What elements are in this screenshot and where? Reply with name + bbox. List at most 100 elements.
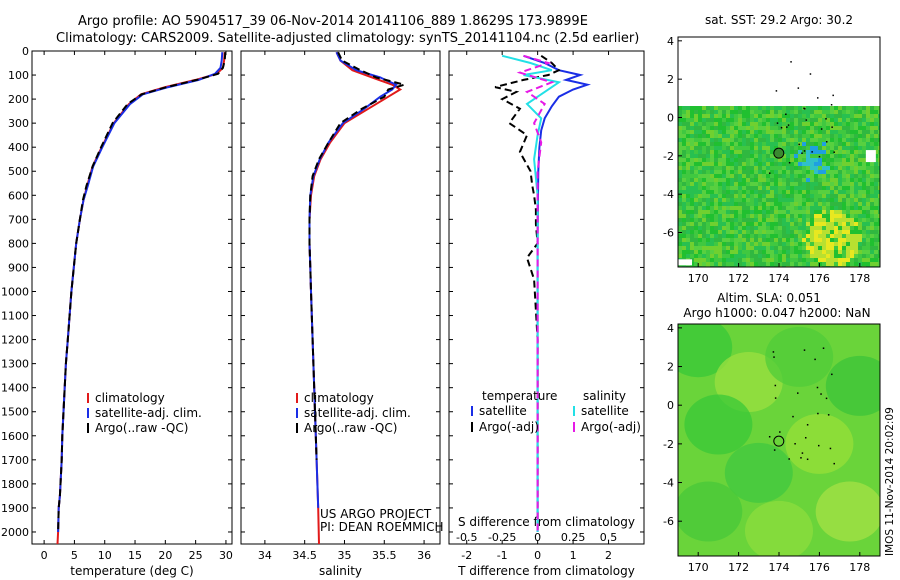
sst-cell xyxy=(714,258,718,262)
sst-cell xyxy=(850,158,854,162)
sst-cell xyxy=(698,126,702,130)
sst-cell xyxy=(838,182,842,186)
sst-cell xyxy=(774,238,778,242)
sst-cell xyxy=(758,158,762,162)
sst-cell xyxy=(830,138,834,142)
sst-cell xyxy=(686,202,690,206)
sst-cell xyxy=(710,110,714,114)
sst-cell xyxy=(686,242,690,246)
sst-cell xyxy=(786,118,790,122)
sst-cell xyxy=(706,258,710,262)
sst-cell xyxy=(714,166,718,170)
sst-cell xyxy=(830,246,834,250)
sst-cell xyxy=(694,150,698,154)
sst-cell xyxy=(706,234,710,238)
sst-cell xyxy=(866,190,870,194)
sst-cell xyxy=(862,242,866,246)
sst-cell xyxy=(794,106,798,110)
sst-cell xyxy=(762,258,766,262)
sst-cell xyxy=(850,226,854,230)
sst-cell xyxy=(766,230,770,234)
title-line2: Climatology: CARS2009. Satellite-adjuste… xyxy=(56,31,639,46)
sst-cell xyxy=(730,178,734,182)
sst-cell xyxy=(826,206,830,210)
island-dot xyxy=(825,118,827,120)
sst-cell xyxy=(726,226,730,230)
sst-cell xyxy=(778,250,782,254)
sst-cell xyxy=(706,254,710,258)
sst-cell xyxy=(770,230,774,234)
sst-cell xyxy=(854,226,858,230)
sst-cell xyxy=(678,222,682,226)
sst-cell xyxy=(878,246,880,250)
sst-cell xyxy=(798,150,802,154)
sst-cell xyxy=(742,158,746,162)
sst-cell xyxy=(786,226,790,230)
sst-cell xyxy=(790,114,794,118)
sst-cell xyxy=(842,194,846,198)
sst-cell xyxy=(750,138,754,142)
sst-cell xyxy=(866,242,870,246)
sst-cell xyxy=(850,122,854,126)
sst-cell xyxy=(738,134,742,138)
sst-cell xyxy=(754,106,758,110)
sst-cell xyxy=(862,126,866,130)
sst-cell xyxy=(786,114,790,118)
sst-cell xyxy=(846,258,850,262)
sst-cell xyxy=(878,178,880,182)
sst-cell xyxy=(814,146,818,150)
sst-cell xyxy=(846,254,850,258)
sst-cell xyxy=(706,158,710,162)
sst-cell xyxy=(714,246,718,250)
sst-cell xyxy=(678,238,682,242)
sst-cell xyxy=(822,138,826,142)
sst-cell xyxy=(826,134,830,138)
sla-blob xyxy=(825,355,880,416)
sst-cell xyxy=(810,110,814,114)
sst-cell xyxy=(846,134,850,138)
sst-cell xyxy=(742,262,746,266)
sst-cell xyxy=(810,130,814,134)
sst-cell xyxy=(814,126,818,130)
sst-cell xyxy=(734,230,738,234)
sst-cell xyxy=(798,230,802,234)
sst-cell xyxy=(850,106,854,110)
sst-cell xyxy=(678,134,682,138)
sst-cell xyxy=(858,238,862,242)
sst-cell xyxy=(726,202,730,206)
sst-cell xyxy=(810,210,814,214)
sst-cell xyxy=(762,238,766,242)
map-x-tick-label: 170 xyxy=(688,561,709,574)
sst-cell xyxy=(798,222,802,226)
sst-cell xyxy=(854,214,858,218)
sst-cell xyxy=(790,178,794,182)
sst-cell xyxy=(734,206,738,210)
sst-cell xyxy=(690,186,694,190)
island-dot xyxy=(786,126,788,128)
sst-cell xyxy=(742,182,746,186)
sst-cell xyxy=(754,186,758,190)
sst-cell xyxy=(746,218,750,222)
sst-cell xyxy=(758,238,762,242)
sst-cell xyxy=(858,258,862,262)
sst-cell xyxy=(690,178,694,182)
sst-cell xyxy=(778,254,782,258)
sst-cell xyxy=(718,202,722,206)
sst-cell xyxy=(806,190,810,194)
sst-cell xyxy=(742,206,746,210)
sst-cell xyxy=(806,254,810,258)
island-dot xyxy=(798,143,800,146)
sst-cell xyxy=(874,226,878,230)
sst-cell xyxy=(694,238,698,242)
sst-cell xyxy=(758,118,762,122)
sst-cell xyxy=(806,106,810,110)
sst-cell xyxy=(718,242,722,246)
sst-cell xyxy=(778,118,782,122)
sst-cell xyxy=(686,130,690,134)
sst-cell xyxy=(854,230,858,234)
sst-cell xyxy=(854,150,858,154)
sst-cell xyxy=(822,190,826,194)
sst-cell xyxy=(742,170,746,174)
sst-cell xyxy=(750,170,754,174)
sst-cell xyxy=(802,170,806,174)
